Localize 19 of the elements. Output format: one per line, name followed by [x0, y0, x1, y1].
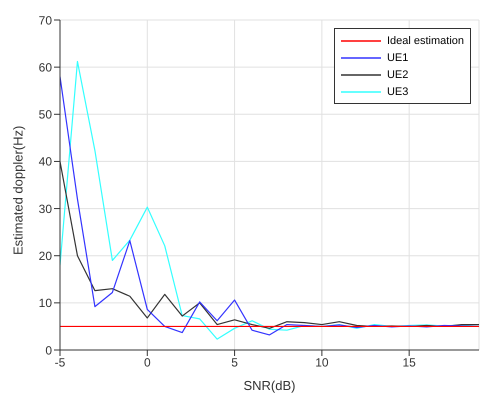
y-tick-label: 50 [38, 108, 52, 122]
x-tick-label: -5 [54, 356, 66, 370]
y-tick-label: 10 [38, 296, 52, 310]
legend-label: UE2 [386, 68, 408, 80]
x-tick-label: 0 [144, 356, 151, 370]
x-tick-label: 10 [315, 356, 329, 370]
legend-label: Ideal estimation [386, 34, 464, 46]
y-tick-label: 40 [38, 154, 52, 169]
y-tick-label: 30 [38, 202, 52, 216]
x-tick-label: 15 [402, 356, 416, 370]
legend-label: UE1 [386, 52, 408, 64]
y-tick-label: 0 [45, 343, 52, 358]
x-axis-title: SNR(dB) [243, 378, 296, 393]
y-tick-label: 20 [38, 248, 52, 263]
y-tick-label: 70 [38, 13, 52, 28]
x-tick-label: 5 [231, 356, 238, 370]
legend-label: UE3 [386, 86, 408, 98]
y-tick-label: 60 [38, 60, 52, 74]
y-axis-title: Estimated doppler(Hz) [10, 126, 26, 255]
